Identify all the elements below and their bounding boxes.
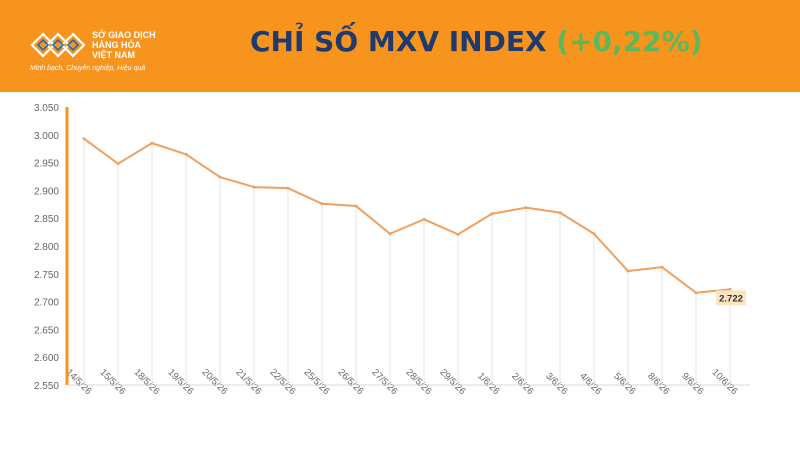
data-label-text: 2.722 (719, 293, 743, 304)
data-point (116, 162, 120, 166)
x-tick-label: 15/5/26 (97, 367, 127, 397)
data-point (218, 175, 222, 179)
mxv-logo-icon (30, 32, 86, 58)
x-tick-label: 2/6/26 (509, 371, 535, 397)
org-name-line2: HÀNG HÓA (92, 40, 141, 50)
header-banner: SỞ GIAO DỊCH HÀNG HÓA VIỆT NAM Minh bạch… (0, 0, 800, 92)
x-tick-label: 22/5/26 (267, 367, 297, 397)
data-point (388, 232, 392, 236)
x-axis-ticks: 14/5/26 15/5/26 18/5/26 19/5/26 20/5/26 21/5/… (63, 367, 739, 397)
x-tick-label: 3/6/26 (543, 371, 569, 397)
x-tick-label: 26/5/26 (335, 367, 365, 397)
data-point (82, 137, 86, 141)
x-tick-label: 9/6/26 (679, 371, 705, 397)
page-title: CHỈ SỐ MXV INDEX (+0,22%) (250, 22, 703, 62)
series-line (83, 137, 731, 294)
data-point (558, 211, 562, 215)
y-tick-label: 3.000 (34, 131, 59, 142)
mxv-index-line-chart: 2.550 2.600 2.650 2.700 2.750 2.800 2.850 2.900… (34, 103, 750, 397)
data-point (694, 291, 698, 295)
data-point (490, 212, 494, 216)
x-tick-label: 21/5/26 (233, 367, 263, 397)
y-tick-label: 2.750 (34, 270, 59, 281)
y-tick-label: 2.600 (34, 353, 59, 364)
data-point (422, 217, 426, 221)
data-point (456, 232, 460, 236)
page-title-main: CHỈ SỐ MXV INDEX (250, 25, 547, 58)
y-tick-label: 2.800 (34, 242, 59, 253)
data-point (252, 185, 256, 189)
x-tick-label: 28/5/26 (403, 367, 433, 397)
data-point (660, 265, 664, 269)
x-tick-label: 29/5/26 (437, 367, 467, 397)
org-name-line3: VIỆT NAM (92, 50, 136, 60)
org-name-line1: SỞ GIAO DỊCH (92, 30, 156, 40)
data-point (728, 287, 732, 291)
data-point (184, 152, 188, 156)
data-label-box (716, 290, 746, 306)
y-axis-ticks: 2.550 2.600 2.650 2.700 2.750 2.800 2.850 2.900… (34, 103, 59, 392)
x-tick-label: 1/6/26 (475, 371, 501, 397)
x-tick-label: 4/6/26 (577, 371, 603, 397)
data-point (320, 202, 324, 206)
y-tick-label: 2.550 (34, 381, 59, 392)
x-tick-label: 18/5/26 (131, 367, 161, 397)
org-name: SỞ GIAO DỊCH HÀNG HÓA VIỆT NAM (92, 30, 156, 60)
data-point (286, 186, 290, 190)
x-tick-label: 20/5/26 (199, 367, 229, 397)
x-tick-label: 25/5/26 (301, 367, 331, 397)
data-point (150, 141, 154, 145)
y-tick-label: 2.900 (34, 186, 59, 197)
x-tick-label: 19/5/26 (165, 367, 195, 397)
y-tick-label: 2.850 (34, 214, 59, 225)
data-point (592, 232, 596, 236)
y-tick-label: 2.700 (34, 298, 59, 309)
y-tick-label: 2.950 (34, 159, 59, 170)
drop-lines (83, 138, 731, 385)
x-tick-label: 10/6/26 (709, 367, 739, 397)
data-points (82, 137, 732, 295)
data-labels: 2.722 (716, 290, 746, 306)
x-tick-label: 8/6/26 (645, 371, 671, 397)
y-tick-label: 3.050 (34, 103, 59, 114)
data-point (626, 269, 630, 273)
index-change: (+0,22%) (556, 25, 703, 58)
x-tick-label: 27/5/26 (369, 367, 399, 397)
data-point (524, 206, 528, 210)
x-tick-label: 5/6/26 (611, 371, 637, 397)
data-label: 2.722 (716, 290, 746, 306)
data-point (354, 204, 358, 208)
y-tick-label: 2.650 (34, 325, 59, 336)
mxv-logo: SỞ GIAO DỊCH HÀNG HÓA VIỆT NAM Minh bạch… (30, 28, 165, 78)
org-slogan: Minh bạch, Chuyên nghiệp, Hiệu quả (30, 65, 146, 72)
